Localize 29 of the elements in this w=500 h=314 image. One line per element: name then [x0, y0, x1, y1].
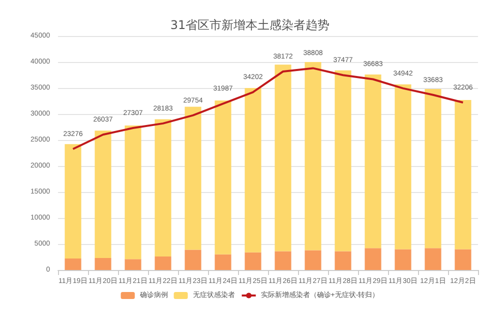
bar [244, 252, 262, 270]
bar [214, 254, 232, 270]
bar [454, 249, 472, 270]
bar [364, 74, 382, 248]
bar [124, 125, 142, 260]
bar [124, 259, 142, 270]
bar [214, 100, 232, 254]
bar [154, 119, 172, 256]
bar [334, 70, 352, 252]
bar [394, 249, 412, 270]
bar [184, 106, 202, 250]
bar [274, 64, 292, 252]
bar [304, 250, 322, 270]
bar [334, 251, 352, 270]
bar [454, 100, 472, 250]
bar [274, 251, 292, 270]
bar [64, 258, 82, 270]
bar [424, 248, 442, 270]
bar [94, 130, 112, 258]
bar [154, 256, 172, 270]
bar [244, 88, 262, 252]
bar [184, 250, 202, 270]
bar [94, 258, 112, 270]
chart-title: 31省区市新增本土感染者趋势 [170, 18, 330, 32]
bar [424, 89, 442, 248]
bar [64, 144, 82, 259]
bar [304, 62, 322, 250]
bar [394, 84, 412, 250]
bar [364, 248, 382, 270]
